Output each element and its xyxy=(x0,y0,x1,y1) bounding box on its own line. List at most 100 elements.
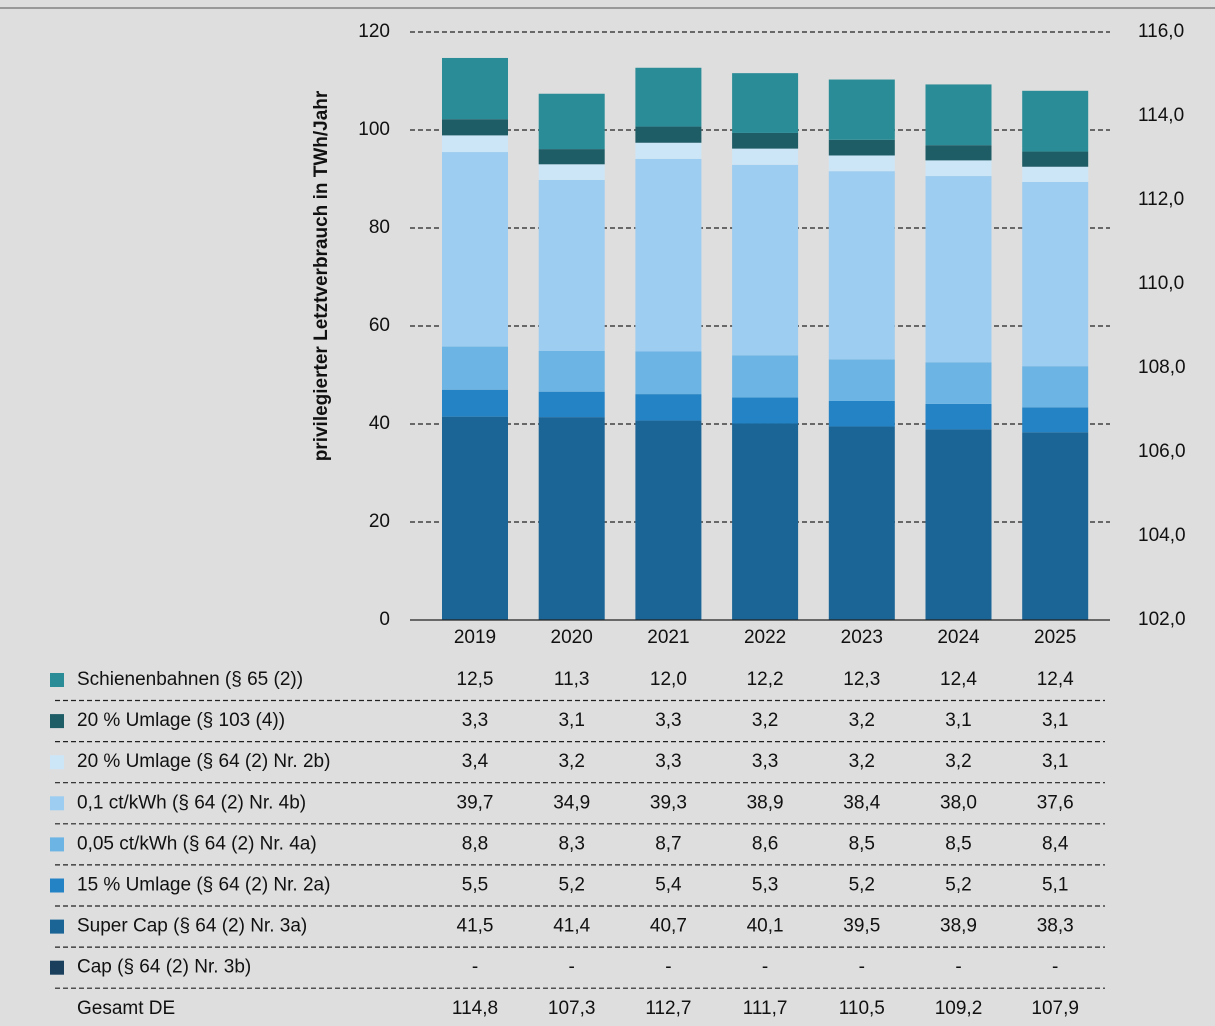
table-value: 3,3 xyxy=(655,710,681,731)
table-value: 3,1 xyxy=(945,710,971,731)
bar-segment xyxy=(635,420,702,620)
table-value: 39,3 xyxy=(650,792,687,813)
bar-segment xyxy=(828,79,895,140)
x-tick-label: 2022 xyxy=(744,627,786,648)
bar-segment xyxy=(925,84,992,146)
y-tick-label: 60 xyxy=(369,315,390,336)
table-value: 3,1 xyxy=(1042,751,1068,772)
bar-segment xyxy=(925,145,992,161)
bar-segment xyxy=(538,93,605,150)
table-value: 3,2 xyxy=(849,751,875,772)
total-value: 107,3 xyxy=(548,998,596,1019)
table-value: 39,5 xyxy=(843,916,880,937)
table-value: - xyxy=(569,957,575,978)
x-tick-label: 2024 xyxy=(937,627,980,648)
total-value: 114,8 xyxy=(452,998,498,1019)
x-tick-label: 2021 xyxy=(647,627,689,648)
table-value: - xyxy=(762,957,768,978)
legend-swatch xyxy=(50,714,64,729)
y2-tick-label: 102,0 xyxy=(1138,609,1186,630)
table-value: 12,4 xyxy=(940,669,977,690)
table-value: 5,2 xyxy=(849,875,875,896)
table-value: 39,7 xyxy=(457,792,494,813)
bar-segment xyxy=(442,389,508,417)
table-value: 8,3 xyxy=(558,833,584,854)
bar-segment xyxy=(925,160,992,177)
y2-tick-label: 108,0 xyxy=(1138,357,1186,378)
bar-segment xyxy=(442,416,508,620)
y-tick-label: 40 xyxy=(369,413,390,434)
table-value: 8,7 xyxy=(655,833,681,854)
bar-segment xyxy=(538,391,605,418)
table-value: 5,3 xyxy=(752,875,778,896)
bar-segment xyxy=(732,423,799,620)
legend-swatch xyxy=(50,878,64,893)
y-tick-label: 120 xyxy=(358,21,390,42)
table-value: - xyxy=(1052,957,1058,978)
table-value: 3,2 xyxy=(849,710,875,731)
y-tick-label: 100 xyxy=(358,119,390,140)
bar-segment xyxy=(1022,366,1089,408)
bar-segment xyxy=(1022,432,1089,620)
bar-segment xyxy=(732,397,799,424)
bar-segment xyxy=(1022,166,1089,182)
bar-segment xyxy=(732,164,799,356)
table-value: 3,3 xyxy=(655,751,681,772)
total-label: Gesamt DE xyxy=(77,998,175,1019)
table-value: 5,2 xyxy=(945,875,971,896)
table-value: - xyxy=(665,957,671,978)
bar-segment xyxy=(635,142,702,159)
total-value: 110,5 xyxy=(839,998,885,1019)
table-value: 3,1 xyxy=(558,710,584,731)
x-tick-label: 2020 xyxy=(551,627,593,648)
bar-segment xyxy=(925,429,992,620)
legend-swatch xyxy=(50,837,64,852)
table-value: - xyxy=(955,957,961,978)
bar-segment xyxy=(1022,407,1089,433)
legend-label: Schienenbahnen (§ 65 (2)) xyxy=(77,669,303,690)
total-value: 109,2 xyxy=(935,998,983,1019)
bar-segment xyxy=(442,346,508,390)
legend-label: Cap (§ 64 (2) Nr. 3b) xyxy=(77,957,251,978)
table-value: 8,5 xyxy=(849,833,875,854)
table-value: 3,3 xyxy=(752,751,778,772)
table-value: 12,2 xyxy=(747,669,784,690)
table-value: 3,1 xyxy=(1042,710,1068,731)
x-tick-label: 2019 xyxy=(454,627,496,648)
bar-segment xyxy=(635,351,702,395)
bar-segment xyxy=(925,176,992,363)
table-value: 38,3 xyxy=(1037,916,1074,937)
table-value: 5,4 xyxy=(655,875,682,896)
bar-segment xyxy=(828,171,895,360)
y2-tick-label: 112,0 xyxy=(1138,189,1184,210)
x-tick-label: 2023 xyxy=(841,627,883,648)
legend-swatch xyxy=(50,755,64,770)
table-value: 40,7 xyxy=(650,916,687,937)
table-value: 41,5 xyxy=(457,916,494,937)
legend-swatch xyxy=(50,960,64,975)
legend-swatch xyxy=(50,796,64,811)
x-tick-label: 2025 xyxy=(1034,627,1076,648)
bar-segment xyxy=(1022,181,1089,367)
table-value: 3,2 xyxy=(752,710,778,731)
bar-segment xyxy=(925,362,992,404)
y2-tick-label: 106,0 xyxy=(1138,441,1186,462)
table-value: 34,9 xyxy=(553,792,590,813)
bar-segment xyxy=(538,164,605,180)
bar-segment xyxy=(442,119,508,136)
bar-segment xyxy=(538,350,605,392)
legend-swatch xyxy=(50,673,64,687)
bar-segment xyxy=(635,67,702,127)
bar-segment xyxy=(538,149,605,165)
table-value: 41,4 xyxy=(553,916,590,937)
legend-label: 0,05 ct/kWh (§ 64 (2) Nr. 4a) xyxy=(77,833,317,854)
y2-tick-label: 104,0 xyxy=(1138,525,1186,546)
table-value: 8,8 xyxy=(462,833,488,854)
bar-segment xyxy=(925,403,992,430)
y2-tick-label: 114,0 xyxy=(1138,105,1184,126)
bar-segment xyxy=(635,394,702,421)
bar-segment xyxy=(635,158,702,352)
bar-segment xyxy=(828,426,895,620)
table-value: 38,0 xyxy=(940,792,977,813)
y-axis-label: privilegierter Letztverbrauch in TWh/Jah… xyxy=(311,90,332,461)
